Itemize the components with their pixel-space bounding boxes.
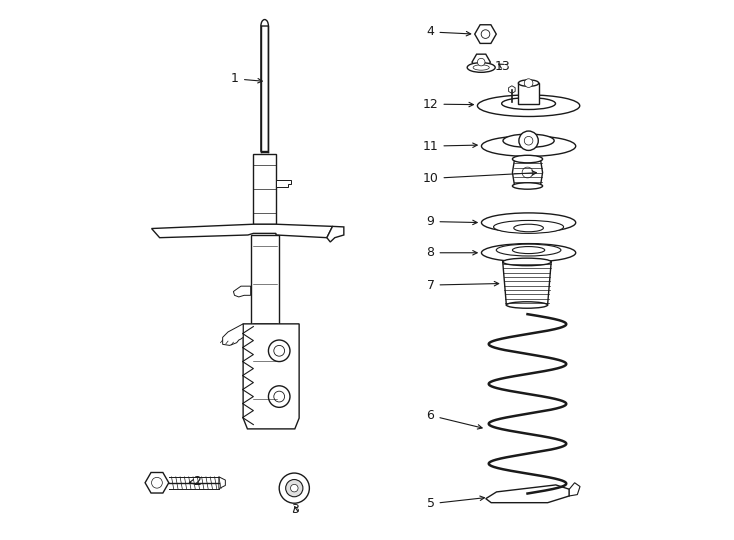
Ellipse shape: [501, 98, 556, 110]
Polygon shape: [276, 179, 291, 186]
Circle shape: [522, 167, 533, 178]
Text: 6: 6: [426, 409, 482, 429]
Circle shape: [279, 473, 309, 503]
FancyBboxPatch shape: [261, 26, 269, 152]
Ellipse shape: [482, 244, 575, 262]
Text: 3: 3: [291, 503, 299, 516]
Circle shape: [269, 340, 290, 362]
Polygon shape: [222, 324, 243, 346]
Ellipse shape: [503, 134, 554, 147]
Circle shape: [477, 58, 485, 66]
Polygon shape: [151, 224, 333, 238]
Circle shape: [519, 131, 538, 151]
Text: 8: 8: [426, 246, 477, 259]
Ellipse shape: [482, 213, 575, 232]
Text: 11: 11: [423, 140, 477, 153]
Polygon shape: [512, 159, 542, 186]
Polygon shape: [233, 286, 250, 297]
Text: 9: 9: [426, 215, 477, 228]
Ellipse shape: [506, 302, 548, 308]
Polygon shape: [486, 485, 570, 503]
Ellipse shape: [512, 156, 542, 163]
Text: 2: 2: [189, 475, 201, 488]
Circle shape: [269, 386, 290, 407]
Text: 4: 4: [426, 25, 470, 38]
Polygon shape: [518, 83, 539, 104]
Polygon shape: [570, 483, 580, 496]
Circle shape: [524, 79, 533, 87]
Ellipse shape: [518, 80, 539, 86]
Ellipse shape: [473, 65, 490, 70]
Circle shape: [274, 391, 285, 402]
Text: 10: 10: [423, 171, 537, 185]
Circle shape: [286, 480, 303, 497]
Text: 13: 13: [495, 60, 511, 73]
Ellipse shape: [482, 136, 575, 157]
Text: 12: 12: [423, 98, 473, 111]
Polygon shape: [327, 226, 344, 242]
Ellipse shape: [512, 247, 545, 254]
Text: 5: 5: [426, 496, 484, 510]
Ellipse shape: [503, 258, 551, 266]
Circle shape: [151, 477, 162, 488]
Polygon shape: [219, 477, 225, 489]
Circle shape: [524, 137, 533, 145]
Text: 1: 1: [231, 72, 262, 85]
Circle shape: [291, 484, 298, 492]
Circle shape: [482, 30, 490, 38]
Polygon shape: [253, 154, 276, 224]
Ellipse shape: [514, 224, 543, 232]
Circle shape: [274, 346, 285, 356]
Text: 7: 7: [426, 279, 498, 292]
Ellipse shape: [477, 95, 580, 117]
Ellipse shape: [512, 183, 542, 189]
Ellipse shape: [493, 220, 564, 233]
Polygon shape: [243, 324, 299, 429]
Ellipse shape: [496, 244, 561, 256]
Ellipse shape: [467, 63, 495, 72]
Polygon shape: [250, 235, 279, 415]
